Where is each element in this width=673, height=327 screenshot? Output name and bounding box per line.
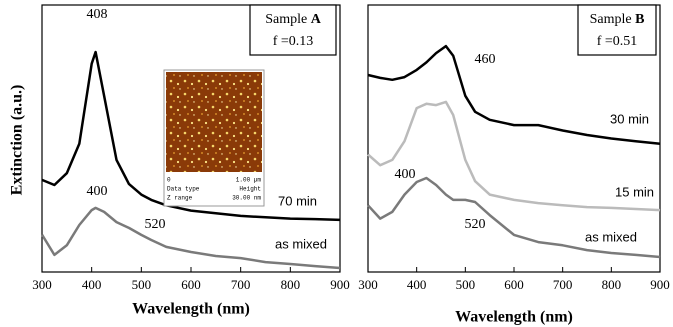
sample-prefix: Sample xyxy=(590,12,632,27)
series-label: 30 min xyxy=(610,111,649,126)
x-tick-label: 800 xyxy=(602,277,622,292)
afm-image xyxy=(166,72,262,172)
x-tick-label: 700 xyxy=(553,277,573,292)
inset-text: Height xyxy=(239,186,261,193)
x-tick-label: 300 xyxy=(32,277,52,292)
inset-text: Z range xyxy=(167,195,193,202)
x-tick-label: 500 xyxy=(132,277,152,292)
peak-label: 400 xyxy=(87,184,108,199)
sample-letter: B xyxy=(635,12,644,27)
sample-box xyxy=(249,4,337,56)
inset-text: 30.00 nm xyxy=(232,195,261,202)
peak-label: 520 xyxy=(465,217,486,232)
x-tick-label: 800 xyxy=(281,277,301,292)
spectrum-line xyxy=(367,44,661,146)
x-tick-label: 500 xyxy=(456,277,476,292)
sample-fraction: f =0.13 xyxy=(273,34,314,49)
inset-text: Data type xyxy=(167,186,200,193)
series-label: as mixed xyxy=(585,229,637,244)
spectrum-line xyxy=(40,206,341,270)
x-tick-label: 400 xyxy=(407,277,427,292)
series-label: as mixed xyxy=(275,236,327,251)
series-label: 70 min xyxy=(278,193,317,208)
x-tick-label: 700 xyxy=(231,277,251,292)
x-tick-label: 900 xyxy=(330,277,350,292)
x-tick-label: 600 xyxy=(504,277,524,292)
x-tick-label: 600 xyxy=(181,277,201,292)
inset-text: 0 xyxy=(167,177,171,184)
inset-text: 1.00 µm xyxy=(236,177,262,184)
sample-name: Sample A xyxy=(265,12,322,27)
peak-label: 400 xyxy=(395,167,416,182)
series-label: 15 min xyxy=(615,184,654,199)
sample-fraction: f =0.51 xyxy=(597,34,638,49)
x-tick-label: 400 xyxy=(82,277,102,292)
peak-label: 460 xyxy=(475,52,496,67)
spectrum-line xyxy=(41,50,341,222)
spectrum-line xyxy=(367,176,661,259)
sample-prefix: Sample xyxy=(265,12,307,27)
x-tick-label: 900 xyxy=(650,277,670,292)
peak-label: 520 xyxy=(145,217,166,232)
sample-name: Sample B xyxy=(590,12,645,27)
sample-box xyxy=(577,4,657,56)
spectrum-line xyxy=(367,100,661,212)
x-axis-label: Wavelength (nm) xyxy=(132,301,250,318)
peak-label: 408 xyxy=(87,7,108,22)
x-tick-label: 300 xyxy=(358,277,378,292)
y-axis-label: Extinction (a.u.) xyxy=(9,85,26,196)
x-axis-label: Wavelength (nm) xyxy=(455,309,573,326)
sample-letter: A xyxy=(311,12,322,27)
